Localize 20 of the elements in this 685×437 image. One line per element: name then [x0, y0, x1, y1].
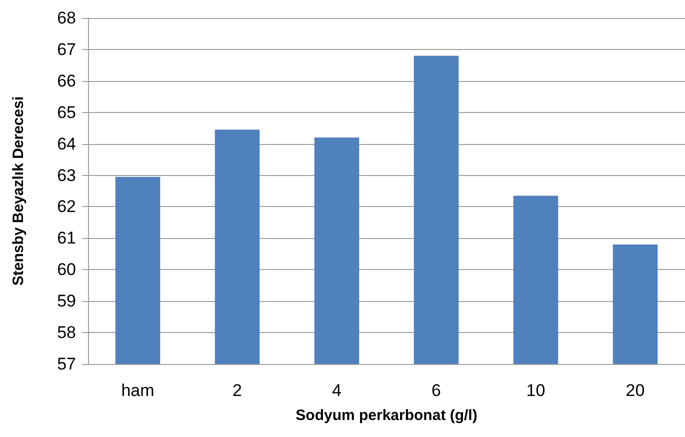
x-tick-label: 4 — [332, 381, 342, 400]
y-tick-label: 57 — [57, 354, 76, 374]
y-tick-label: 66 — [57, 71, 76, 90]
x-tick-label: 6 — [432, 381, 441, 400]
y-tick-label: 59 — [57, 292, 76, 311]
x-tick-label: ham — [121, 381, 154, 400]
x-axis-title: Sodyum perkarbonat (g/l) — [296, 407, 478, 424]
y-tick-label: 60 — [57, 260, 76, 280]
x-tick-label: 2 — [232, 381, 242, 400]
x-tick-label: 10 — [526, 381, 546, 400]
y-tick-label: 64 — [57, 134, 76, 154]
y-tick-label: 67 — [57, 40, 76, 59]
y-tick-label: 63 — [57, 166, 76, 185]
y-tick-label: 68 — [57, 8, 76, 28]
y-tick-label: 58 — [57, 323, 76, 342]
y-tick-label: 61 — [57, 228, 76, 248]
y-axis-title: Stensby Beyazlık Derecesi — [10, 96, 27, 286]
y-tick-label: 65 — [57, 102, 76, 122]
y-tick-label: 62 — [57, 197, 76, 216]
x-tick-label: 20 — [626, 381, 645, 400]
